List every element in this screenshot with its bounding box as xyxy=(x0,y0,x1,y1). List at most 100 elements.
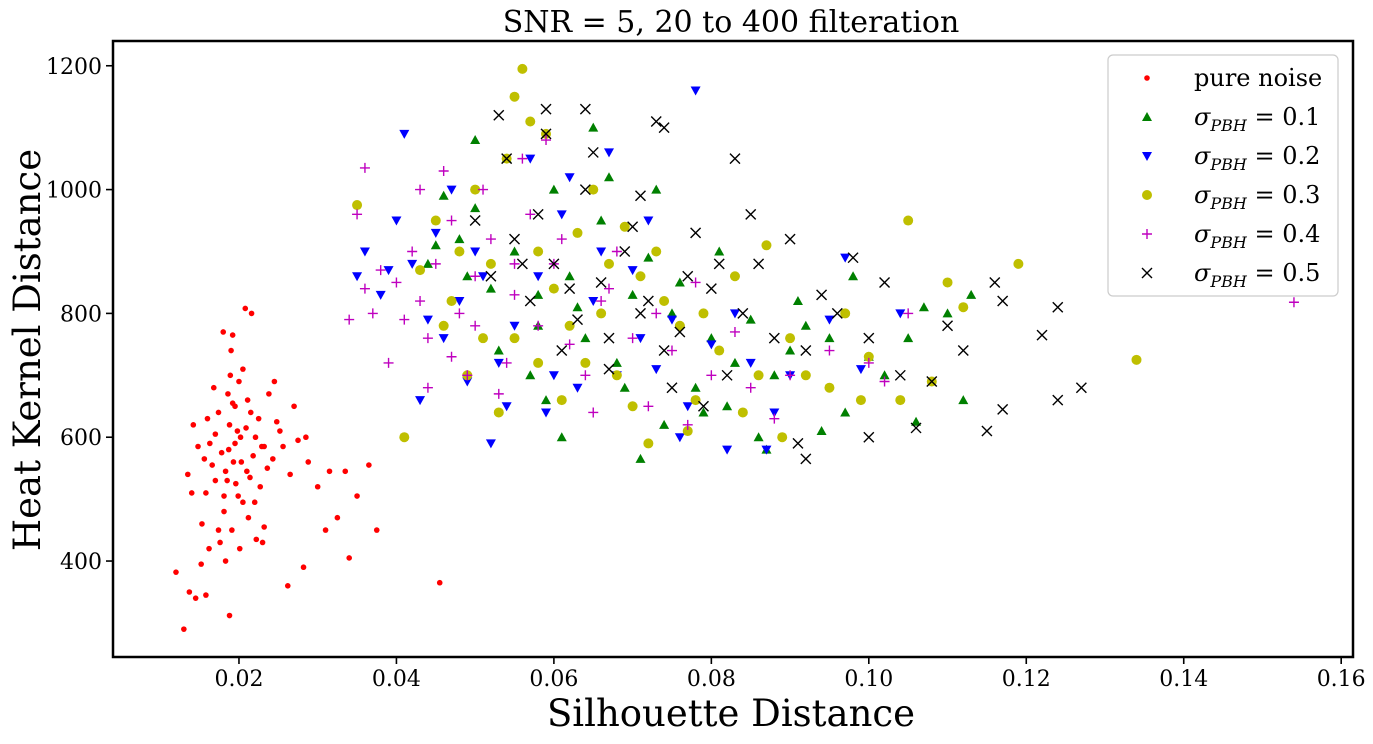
data-point xyxy=(572,227,583,238)
data-point xyxy=(517,63,528,74)
data-point xyxy=(879,370,890,380)
legend-label: σPBH = 0.3 xyxy=(1194,181,1320,213)
data-point xyxy=(847,252,859,264)
series-5 xyxy=(344,135,1299,430)
data-point xyxy=(785,370,796,381)
data-point xyxy=(651,246,662,257)
data-point xyxy=(588,297,599,307)
data-point xyxy=(314,483,321,490)
data-point xyxy=(698,407,709,417)
data-point xyxy=(199,521,205,527)
y-tick-label: 600 xyxy=(60,426,102,451)
data-point xyxy=(454,297,465,307)
data-point xyxy=(501,357,512,368)
data-point xyxy=(706,340,717,350)
data-point xyxy=(1131,354,1142,365)
data-point xyxy=(729,271,740,282)
data-point xyxy=(587,146,599,158)
data-point xyxy=(1288,297,1299,308)
data-point xyxy=(840,253,851,263)
data-point xyxy=(588,184,599,195)
y-tick-label: 800 xyxy=(60,302,102,327)
data-point xyxy=(721,369,733,381)
data-point xyxy=(596,247,607,257)
data-point xyxy=(259,539,266,546)
y-axis-ticks: 400 600 800 1000 1200 xyxy=(46,55,113,575)
data-point xyxy=(422,333,433,344)
legend-label: σPBH = 0.2 xyxy=(1194,142,1320,174)
data-point xyxy=(454,308,465,319)
data-point xyxy=(446,215,457,226)
data-point xyxy=(373,527,380,533)
x-tick-label: 0.06 xyxy=(529,667,578,692)
data-point xyxy=(894,369,906,381)
data-point xyxy=(198,561,204,567)
data-point xyxy=(690,395,701,406)
data-point xyxy=(863,357,874,368)
data-point xyxy=(501,402,512,412)
data-point xyxy=(604,258,614,269)
legend-marker xyxy=(1142,152,1152,161)
data-point xyxy=(603,332,615,344)
data-point xyxy=(816,426,827,436)
data-point xyxy=(541,135,552,146)
data-point xyxy=(430,240,441,250)
data-point xyxy=(430,215,441,226)
data-point xyxy=(911,416,922,426)
data-point xyxy=(354,493,360,499)
data-point xyxy=(824,345,835,356)
plot-frame xyxy=(111,39,1355,659)
data-point xyxy=(635,453,646,463)
data-point xyxy=(238,459,245,465)
data-point xyxy=(658,345,670,357)
data-point xyxy=(564,173,575,183)
data-point xyxy=(745,208,757,220)
data-point xyxy=(190,422,197,428)
chart-title: SNR = 5, 20 to 400 filteration xyxy=(503,5,960,40)
data-point xyxy=(604,148,614,158)
data-point xyxy=(1013,258,1024,269)
data-point xyxy=(232,403,238,410)
data-point xyxy=(533,320,544,331)
data-point xyxy=(651,184,662,194)
data-point xyxy=(212,431,219,437)
x-tick-label: 0.12 xyxy=(1002,667,1051,692)
data-point xyxy=(666,382,678,394)
data-point xyxy=(714,345,725,356)
data-point xyxy=(753,432,764,442)
data-point xyxy=(541,408,552,418)
data-point xyxy=(252,434,259,441)
data-point xyxy=(643,216,654,226)
data-point xyxy=(203,592,209,598)
data-point xyxy=(595,276,607,288)
data-point xyxy=(981,425,993,437)
data-point xyxy=(210,384,217,391)
data-point xyxy=(666,345,677,356)
data-point xyxy=(634,190,646,202)
data-point xyxy=(800,320,811,330)
data-point xyxy=(509,321,520,331)
data-point xyxy=(541,395,552,405)
data-point xyxy=(225,446,232,453)
data-point xyxy=(918,302,929,312)
series-1 xyxy=(173,305,443,632)
x-tick-label: 0.16 xyxy=(1317,667,1366,692)
data-point xyxy=(232,440,238,447)
legend-box xyxy=(1107,54,1339,297)
data-point xyxy=(769,370,780,380)
series-4 xyxy=(352,63,1142,449)
data-point xyxy=(540,128,552,140)
data-point xyxy=(524,295,536,307)
data-point xyxy=(257,483,264,490)
data-point xyxy=(270,456,276,462)
data-point xyxy=(220,329,227,335)
data-point xyxy=(627,266,638,276)
data-point xyxy=(485,234,496,245)
data-point xyxy=(588,122,599,132)
data-point xyxy=(493,109,505,121)
data-point xyxy=(745,382,756,393)
data-point xyxy=(556,234,567,245)
data-point xyxy=(611,370,622,381)
data-point xyxy=(342,468,349,475)
data-point xyxy=(217,539,223,546)
